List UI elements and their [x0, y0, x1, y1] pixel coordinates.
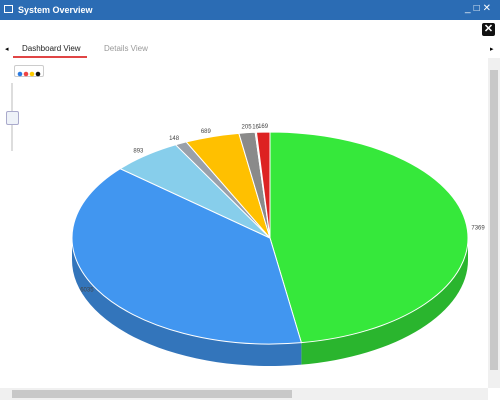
- legend-toggle[interactable]: [14, 65, 44, 77]
- tab-underline: [13, 56, 87, 58]
- window-icon: [4, 5, 13, 13]
- window-buttons[interactable]: _□✕: [465, 3, 494, 14]
- pie-chart: 7369 6035 893 148 689 205 16 169: [71, 124, 485, 366]
- data-label: 148: [169, 136, 180, 142]
- horizontal-scrollbar[interactable]: [0, 388, 488, 400]
- pie-slice-side: [72, 238, 302, 366]
- slider-handle[interactable]: [6, 111, 19, 125]
- data-label: 205: [242, 125, 253, 131]
- data-label: 16: [252, 124, 259, 130]
- window-title: System Overview: [18, 5, 93, 15]
- tab-scroll-left[interactable]: ◂: [5, 46, 9, 53]
- data-label: 7369: [471, 225, 485, 231]
- tab[interactable]: Details View: [104, 44, 148, 53]
- data-label: 6035: [80, 288, 94, 294]
- tab-active[interactable]: Dashboard View: [22, 44, 81, 53]
- data-label: 689: [201, 129, 212, 135]
- tab-scroll-right[interactable]: ▸: [490, 46, 494, 53]
- close-button[interactable]: ✕: [482, 23, 495, 36]
- data-label: 893: [133, 148, 144, 154]
- pie-slice: [255, 131, 271, 239]
- pie-slice: [71, 168, 303, 345]
- title-bar: System Overview _□✕: [0, 0, 500, 20]
- vertical-scrollbar[interactable]: [488, 58, 500, 388]
- legend-dots: [17, 71, 41, 77]
- data-label: 169: [258, 124, 269, 130]
- pie-slice-side: [301, 238, 468, 365]
- pie-slice: [269, 131, 469, 344]
